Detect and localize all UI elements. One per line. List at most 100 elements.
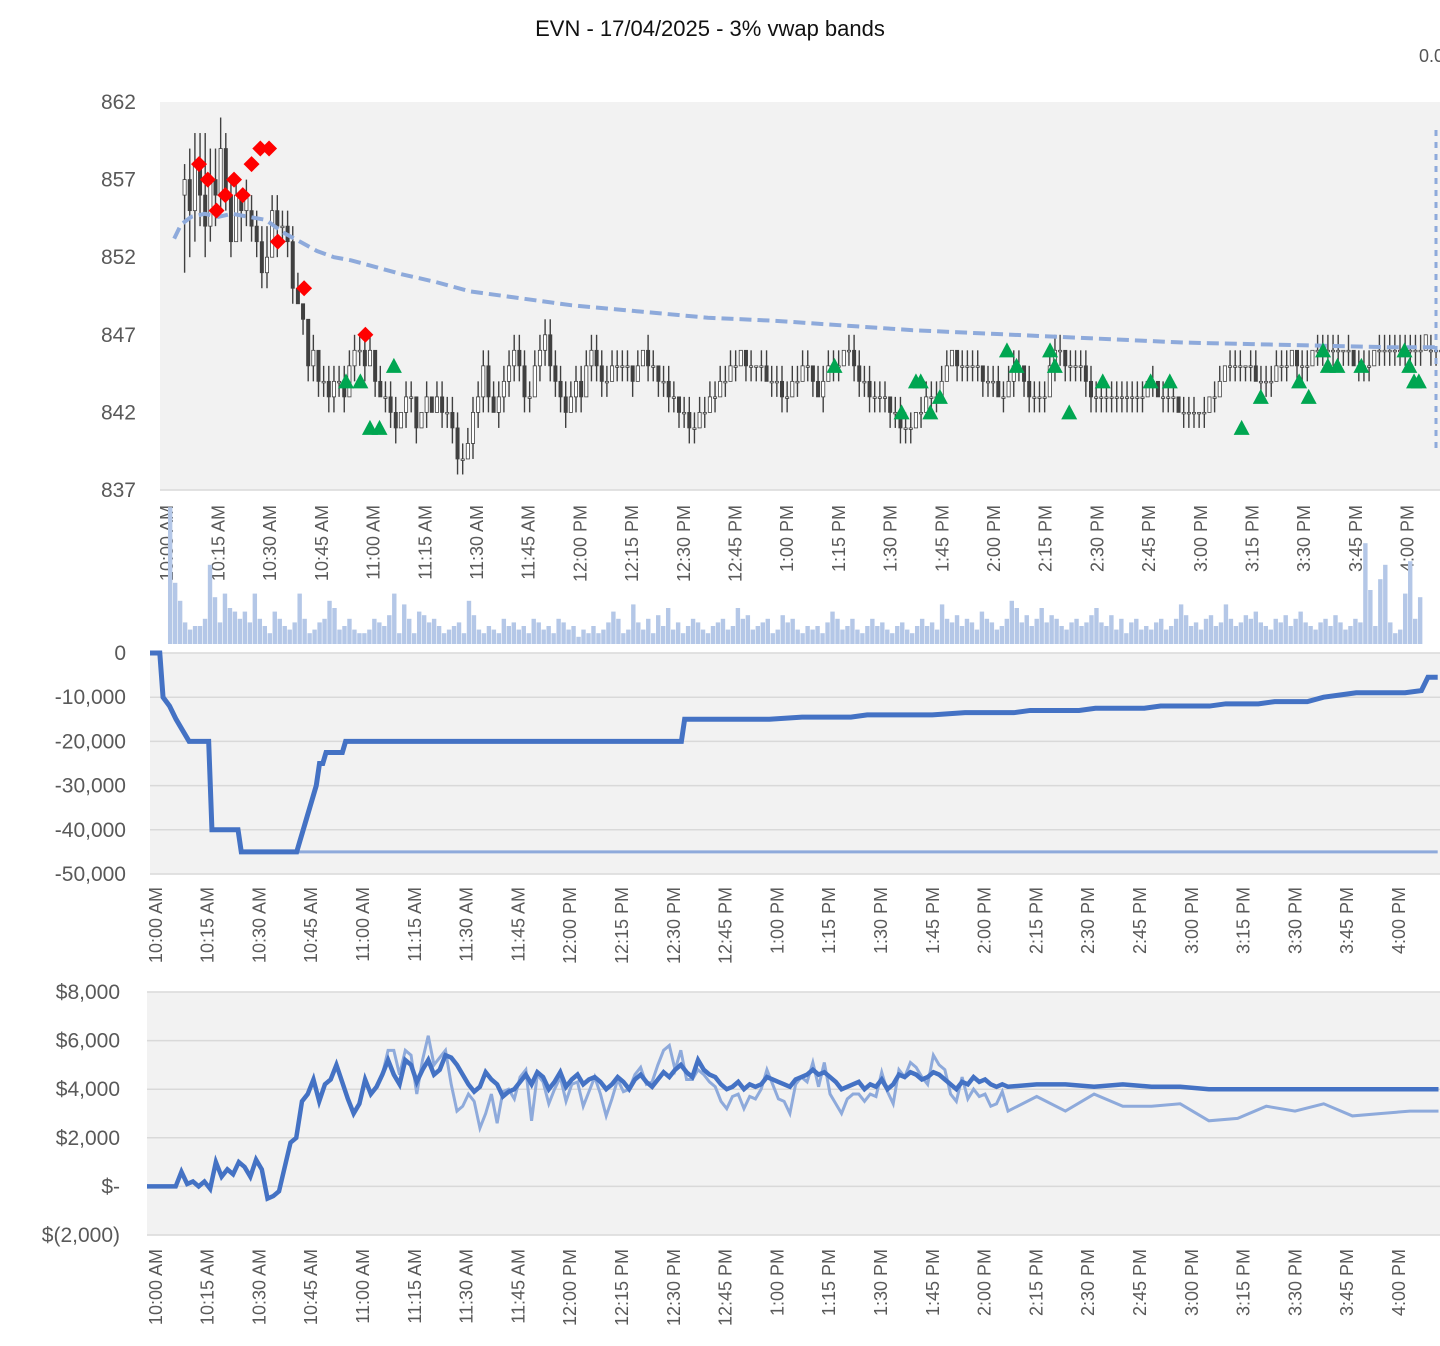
volume-bar xyxy=(670,629,676,644)
volume-bar xyxy=(421,615,427,644)
position-x-tick-label: 3:45 PM xyxy=(1337,887,1357,954)
candle-body xyxy=(1161,396,1166,399)
volume-bar xyxy=(441,633,447,644)
candle-body xyxy=(1155,380,1160,398)
candle-body xyxy=(805,365,810,368)
position-x-tick-label: 10:00 AM xyxy=(146,887,166,963)
candle-body xyxy=(481,365,486,398)
candle-body xyxy=(970,365,975,368)
candle-body xyxy=(949,349,954,367)
volume-bar xyxy=(1084,622,1089,644)
volume-bar xyxy=(1363,543,1368,644)
volume-bar xyxy=(656,615,661,644)
volume-bar xyxy=(1348,626,1353,644)
volume-bar xyxy=(347,618,352,644)
volume-bar xyxy=(416,611,422,644)
candle-body xyxy=(1428,349,1433,353)
volume-bar xyxy=(307,633,312,644)
volume-bar xyxy=(1353,618,1358,644)
buy-marker xyxy=(912,373,929,389)
price-x-tick-label: 1:15 PM xyxy=(829,505,849,572)
pnl-line xyxy=(147,1052,1439,1202)
volume-bar xyxy=(785,622,790,644)
volume-bar xyxy=(999,626,1005,644)
candle-body xyxy=(965,365,970,368)
candle-body xyxy=(661,380,666,384)
candle-body xyxy=(960,365,965,368)
volume-bar xyxy=(541,629,546,644)
volume-bar xyxy=(1134,618,1139,644)
volume-bar xyxy=(292,622,297,644)
price-y-tick-label: 862 xyxy=(101,91,136,114)
candle-body xyxy=(208,179,213,227)
volume-bar xyxy=(476,629,482,644)
volume-bar xyxy=(222,593,228,644)
position-x-tick-label: 2:30 PM xyxy=(1078,887,1098,954)
volume-bar xyxy=(770,633,775,644)
volume-bar xyxy=(890,633,895,644)
volume-bar xyxy=(1173,618,1179,644)
candle-body xyxy=(501,380,506,398)
volume-bar xyxy=(1288,626,1293,644)
volume-bar xyxy=(845,626,850,644)
buy-marker xyxy=(338,373,355,389)
price-x-tick-label: 10:15 AM xyxy=(208,505,228,581)
candle-body xyxy=(1387,349,1392,353)
candle-body xyxy=(1264,380,1269,384)
volume-bar xyxy=(327,600,332,644)
volume-bar xyxy=(1049,615,1054,644)
candle-body xyxy=(1073,365,1078,368)
sell-marker xyxy=(208,202,225,219)
candle-body xyxy=(1083,365,1088,382)
candle-body xyxy=(666,380,671,398)
volume-bar xyxy=(1398,629,1403,644)
price-plot-area xyxy=(160,102,1440,490)
volume-bar xyxy=(1024,615,1029,644)
buy-marker xyxy=(922,404,939,420)
volume-bar xyxy=(471,615,477,644)
volume-bar xyxy=(700,629,706,644)
volume-bar xyxy=(725,629,731,644)
volume-bar xyxy=(949,622,955,644)
volume-bar xyxy=(601,629,606,644)
candle-body xyxy=(434,396,439,413)
price-x-tick-label: 12:45 PM xyxy=(725,505,745,582)
volume-bar xyxy=(1139,629,1144,644)
volume-bar xyxy=(1388,622,1393,644)
candle-body xyxy=(496,396,501,413)
volume-bar xyxy=(979,611,985,644)
candle-body xyxy=(764,365,769,382)
volume-bar xyxy=(1253,611,1259,644)
candle-body xyxy=(507,365,512,382)
position-x-tick-label: 3:15 PM xyxy=(1234,887,1254,954)
candle-body xyxy=(1104,396,1109,399)
volume-bar xyxy=(1193,622,1199,644)
volume-bar xyxy=(790,618,795,644)
volume-bar xyxy=(750,629,756,644)
pnl-y-tick-label: $2,000 xyxy=(56,1127,120,1150)
volume-bar xyxy=(1328,626,1333,644)
candle-body xyxy=(1094,396,1099,399)
volume-bar xyxy=(1208,615,1214,644)
volume-bar xyxy=(994,629,1000,644)
price-x-tick-label: 12:15 PM xyxy=(622,505,642,582)
candle-body xyxy=(625,365,630,368)
candle-body xyxy=(594,349,599,367)
volume-bar xyxy=(431,618,437,644)
candle-body xyxy=(846,349,851,353)
candle-body xyxy=(213,179,218,196)
pnl-x-tick-label: 3:00 PM xyxy=(1182,1249,1202,1316)
volume-bar xyxy=(661,626,666,644)
pnl-x-tick-label: 11:00 AM xyxy=(353,1249,373,1324)
candle-body xyxy=(1192,411,1197,415)
price-x-tick-label: 10:45 AM xyxy=(312,505,332,581)
volume-bar xyxy=(202,618,208,644)
candle-body xyxy=(903,427,908,430)
candle-body xyxy=(337,380,342,384)
candle-body xyxy=(599,365,604,382)
position-y-tick-label: -40,000 xyxy=(55,819,126,842)
volume-bar xyxy=(835,618,840,644)
volume-bar xyxy=(830,611,835,644)
volume-bar xyxy=(954,615,960,644)
price-x-tick-label: 12:00 PM xyxy=(570,505,590,582)
